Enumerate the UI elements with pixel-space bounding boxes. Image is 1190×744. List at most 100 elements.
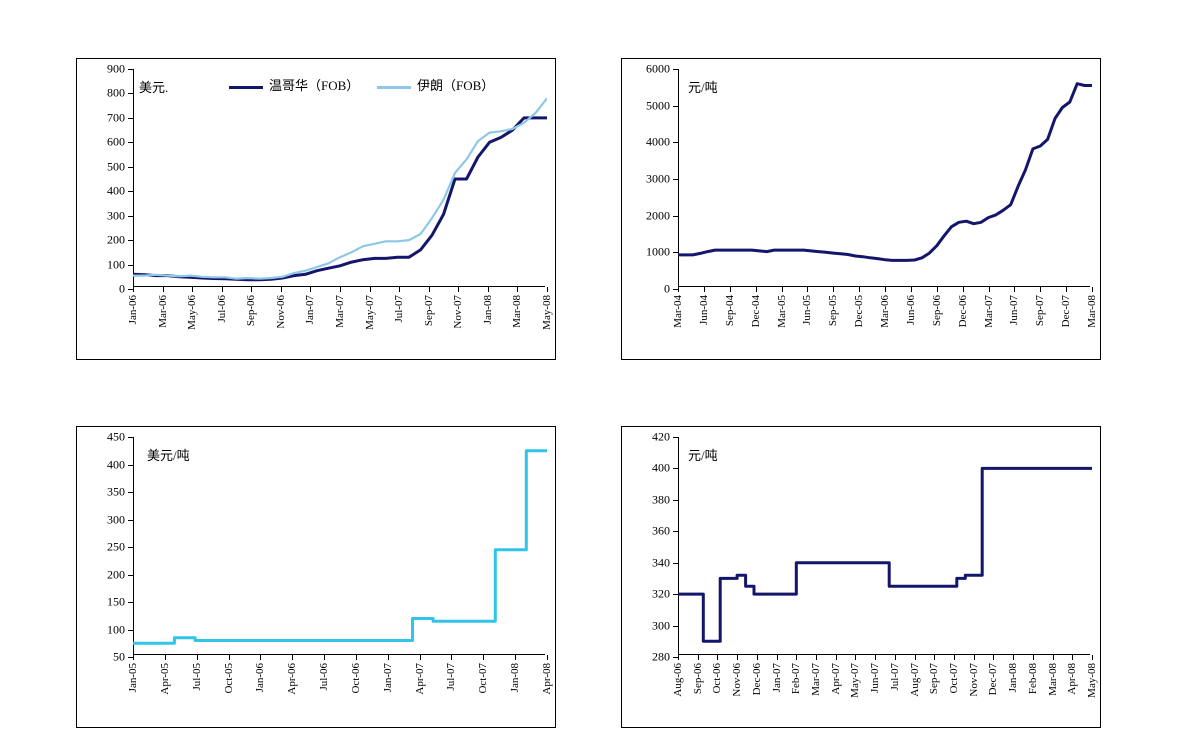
x-tick xyxy=(875,655,876,660)
chart-panel: 50100150200250300350400450Jan-05Apr-05Ju… xyxy=(76,426,556,728)
x-tick-label: Nov-07 xyxy=(968,663,980,697)
x-tick-label: Mar-07 xyxy=(334,295,346,328)
x-tick-label: Jan-08 xyxy=(509,663,521,692)
x-tick-label: Sep-07 xyxy=(423,295,435,326)
x-tick-label: Apr-07 xyxy=(830,663,842,695)
y-tick-label: 360 xyxy=(622,524,670,539)
x-tick xyxy=(757,655,758,660)
x-tick xyxy=(133,655,134,660)
series-line xyxy=(678,468,1092,641)
x-tick xyxy=(222,287,223,292)
chart-panel: 280300320340360380400420Aug-06Sep-06Oct-… xyxy=(621,426,1101,728)
y-tick-label: 420 xyxy=(622,430,670,445)
chart-panel: 0100200300400500600700800900Jan-06Mar-06… xyxy=(76,58,556,360)
x-tick xyxy=(1092,655,1093,660)
x-tick-label: Apr-06 xyxy=(286,663,298,695)
x-tick xyxy=(399,287,400,292)
x-tick-label: Apr-07 xyxy=(414,663,426,695)
x-tick xyxy=(163,287,164,292)
x-tick xyxy=(1092,287,1093,292)
x-tick xyxy=(483,655,484,660)
x-tick xyxy=(488,287,489,292)
x-tick xyxy=(737,655,738,660)
x-tick xyxy=(429,287,430,292)
x-tick-label: Dec-07 xyxy=(1060,295,1072,327)
x-tick-label: Oct-05 xyxy=(223,663,235,694)
series-line xyxy=(133,451,547,644)
x-tick xyxy=(954,655,955,660)
x-tick-label: May-07 xyxy=(849,663,861,698)
unit-label: 元/吨 xyxy=(688,77,718,96)
y-tick-label: 280 xyxy=(622,650,670,665)
x-tick-label: May-06 xyxy=(186,295,198,330)
x-tick-label: Oct-07 xyxy=(477,663,489,694)
series-line xyxy=(133,118,547,280)
x-tick-label: Dec-04 xyxy=(750,295,762,327)
series-svg xyxy=(678,437,1092,657)
x-tick xyxy=(836,655,837,660)
y-tick-label: 450 xyxy=(77,430,125,445)
x-tick-label: Mar-08 xyxy=(1086,295,1098,328)
x-tick-label: Jun-07 xyxy=(1008,295,1020,325)
x-tick xyxy=(807,287,808,292)
x-tick-label: Jun-04 xyxy=(698,295,710,325)
x-tick-label: Mar-06 xyxy=(157,295,169,328)
x-tick xyxy=(1033,655,1034,660)
x-tick-label: Jul-07 xyxy=(445,663,457,691)
x-tick xyxy=(937,287,938,292)
x-tick xyxy=(192,287,193,292)
x-tick xyxy=(229,655,230,660)
series-line xyxy=(133,98,547,278)
x-tick xyxy=(388,655,389,660)
x-tick xyxy=(451,655,452,660)
y-tick-label: 200 xyxy=(77,567,125,582)
legend-item: 温哥华（FOB） xyxy=(229,75,359,94)
x-tick-label: Feb-07 xyxy=(790,663,802,694)
x-tick xyxy=(974,655,975,660)
x-tick-label: Sep-06 xyxy=(692,663,704,694)
x-tick xyxy=(547,655,548,660)
x-tick xyxy=(678,287,679,292)
y-tick-label: 2000 xyxy=(622,208,670,223)
unit-label: 美元/吨 xyxy=(147,445,190,464)
series-svg xyxy=(678,69,1092,289)
x-tick xyxy=(934,655,935,660)
chart-panel: 0100020003000400050006000Mar-04Jun-04Sep… xyxy=(621,58,1101,360)
y-tick-label: 900 xyxy=(77,62,125,77)
x-tick xyxy=(993,655,994,660)
x-tick xyxy=(251,287,252,292)
x-tick xyxy=(816,655,817,660)
x-tick xyxy=(895,655,896,660)
x-tick xyxy=(704,287,705,292)
x-tick-label: Jan-07 xyxy=(382,663,394,692)
y-tick-label: 380 xyxy=(622,492,670,507)
x-tick-label: Aug-06 xyxy=(672,663,684,697)
y-tick-label: 50 xyxy=(77,650,125,665)
y-tick-label: 250 xyxy=(77,540,125,555)
x-tick xyxy=(547,287,548,292)
plot-area xyxy=(133,69,545,287)
x-tick-label: Mar-05 xyxy=(776,295,788,328)
x-tick xyxy=(1053,655,1054,660)
x-tick-label: Jan-07 xyxy=(771,663,783,692)
y-tick-label: 300 xyxy=(77,208,125,223)
y-tick-label: 6000 xyxy=(622,62,670,77)
x-axis-area: Jan-06Mar-06May-06Jul-06Sep-06Nov-06Jan-… xyxy=(133,287,545,359)
x-tick-label: Sep-06 xyxy=(931,295,943,326)
y-tick-label: 800 xyxy=(77,86,125,101)
x-tick xyxy=(1066,287,1067,292)
x-tick-label: Mar-08 xyxy=(1047,663,1059,696)
x-tick xyxy=(796,655,797,660)
x-tick xyxy=(517,287,518,292)
y-tick-label: 300 xyxy=(77,512,125,527)
legend-swatch-line xyxy=(229,86,263,89)
y-tick-label: 0 xyxy=(77,282,125,297)
x-tick xyxy=(963,287,964,292)
x-tick-label: Jan-08 xyxy=(482,295,494,324)
plot-area xyxy=(678,437,1090,655)
x-tick xyxy=(1040,287,1041,292)
x-tick-label: Dec-07 xyxy=(987,663,999,695)
x-tick-label: Jan-06 xyxy=(254,663,266,692)
y-tick-label: 200 xyxy=(77,233,125,248)
x-tick xyxy=(698,655,699,660)
